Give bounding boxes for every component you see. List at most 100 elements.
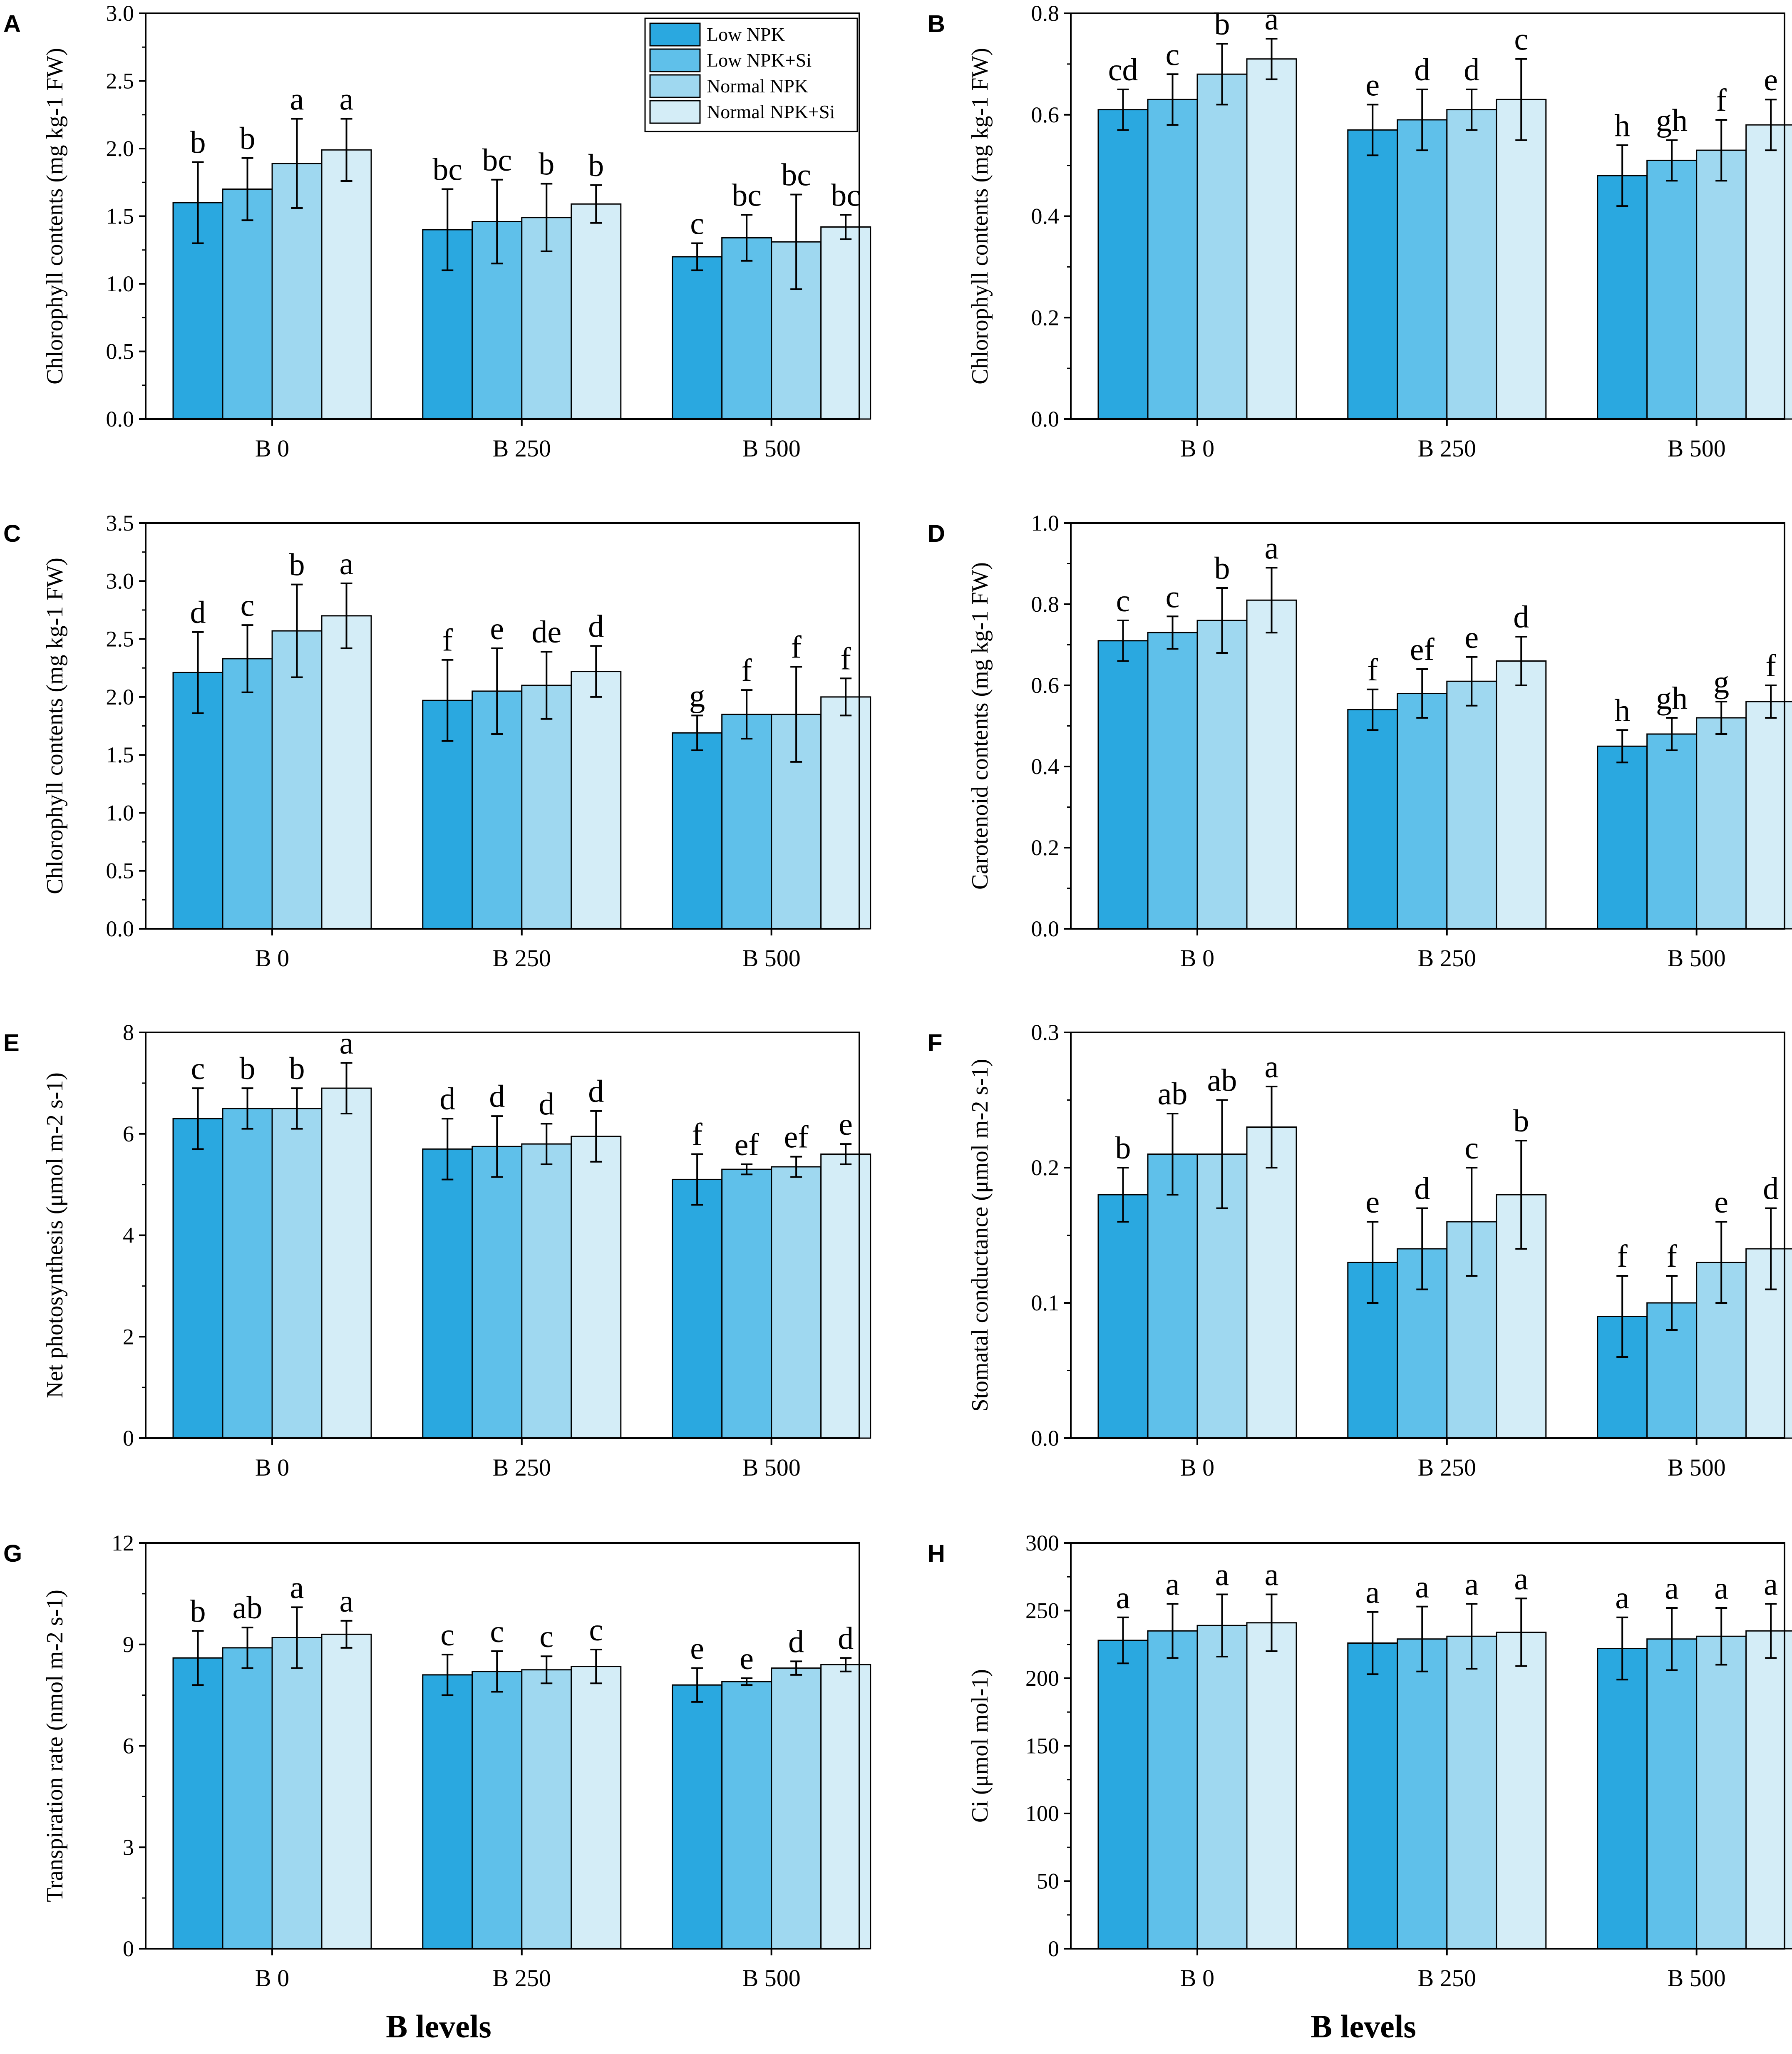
bar-normal-npk-si-b500 <box>820 226 871 420</box>
significance-letter: bc <box>781 158 811 193</box>
significance-letter: a <box>290 1570 304 1605</box>
significance-letter: b <box>289 548 305 583</box>
bar-normal-npk-b0 <box>1196 73 1248 420</box>
bar-normal-npk-si-b0 <box>321 1633 372 1950</box>
x-tick-label: B 500 <box>742 1965 801 1992</box>
bar-low-npk-si-b0 <box>222 1647 273 1950</box>
bar-normal-npk-b250 <box>1446 1635 1497 1950</box>
plot-frame <box>145 1542 860 1950</box>
significance-letter: c <box>589 1612 603 1647</box>
significance-letter: d <box>489 1079 505 1114</box>
x-tick-label: B 500 <box>1668 435 1726 462</box>
y-tick-label: 50 <box>1037 1869 1059 1894</box>
bar-low-npk-si-b0 <box>1147 1154 1198 1439</box>
panel-letter: F <box>928 1029 942 1057</box>
significance-letter: h <box>1614 693 1630 728</box>
bar-low-npk-si-b0 <box>222 1108 273 1439</box>
significance-letter: b <box>289 1051 305 1086</box>
x-tick-label: B 0 <box>1180 435 1214 462</box>
significance-letter: d <box>838 1621 854 1656</box>
panel-letter: A <box>3 10 21 37</box>
bar-normal-npk-si-b250 <box>571 671 622 930</box>
bar-low-npk-b250 <box>1347 129 1398 420</box>
x-tick-label: B 250 <box>493 435 551 462</box>
bar-low-npk-b500 <box>672 256 723 420</box>
legend-label: Low NPK <box>707 24 785 45</box>
x-tick-label: B 0 <box>255 1965 289 1992</box>
significance-letter: c <box>1166 579 1180 614</box>
bar-normal-npk-b0 <box>271 630 323 930</box>
y-tick-label: 3.0 <box>106 1 134 26</box>
bar-low-npk-b500 <box>1597 745 1648 930</box>
panel-letter: C <box>3 520 21 547</box>
y-tick-label: 0.4 <box>1031 204 1060 229</box>
panel-letter: D <box>928 520 945 547</box>
y-tick-label: 6 <box>123 1121 134 1146</box>
bar-low-npk-b0 <box>1097 109 1149 420</box>
significance-letter: a <box>1365 1575 1380 1610</box>
x-tick-label: B 0 <box>1180 1454 1214 1481</box>
bar-low-npk-b250 <box>1347 1642 1398 1950</box>
bar-normal-npk-b500 <box>1696 1635 1747 1950</box>
legend-swatch <box>649 100 701 124</box>
significance-letter: a <box>1415 1570 1429 1605</box>
y-tick-label: 1.5 <box>106 204 134 229</box>
x-tick-label: B 250 <box>493 1965 551 1992</box>
y-tick-label: 0.5 <box>106 858 134 883</box>
bar-normal-npk-si-b250 <box>1496 660 1547 930</box>
bar-low-npk-si-b250 <box>472 1671 523 1950</box>
bar-low-npk-si-b0 <box>1147 632 1198 930</box>
bar-normal-npk-b500 <box>771 1166 822 1439</box>
significance-letter: b <box>190 125 206 160</box>
significance-letter: a <box>1265 531 1279 566</box>
significance-letter: a <box>340 1026 354 1061</box>
y-tick-label: 1.5 <box>106 742 134 767</box>
significance-letter: f <box>791 630 802 665</box>
significance-letter: a <box>1166 1567 1180 1602</box>
bar-normal-npk-si-b500 <box>820 696 871 930</box>
y-tick-label: 0 <box>1048 1936 1059 1961</box>
significance-letter: c <box>1166 37 1180 72</box>
y-tick-label: 0.3 <box>1031 1020 1060 1045</box>
y-tick-label: 0.2 <box>1031 305 1060 330</box>
bar-normal-npk-si-b0 <box>321 1087 372 1439</box>
y-axis-title: Transpiration rate (nmol m-2 s-1) <box>42 1590 68 1902</box>
significance-letter: a <box>1615 1580 1629 1615</box>
legend-label: Low NPK+Si <box>707 50 812 71</box>
y-tick-label: 0.0 <box>1031 916 1060 941</box>
y-axis-title: Chlorophyll contents (mg kg-1 FW) <box>42 558 68 894</box>
panel-letter: B <box>928 10 945 37</box>
y-tick-label: 1.0 <box>106 800 134 825</box>
significance-letter: a <box>340 1584 354 1619</box>
significance-letter: e <box>690 1631 704 1666</box>
x-tick-label: B 500 <box>742 1454 801 1481</box>
bar-low-npk-b0 <box>172 672 223 930</box>
significance-letter: d <box>788 1624 804 1659</box>
significance-letter: e <box>1365 1185 1380 1220</box>
bar-low-npk-si-b500 <box>721 1681 772 1950</box>
y-tick-label: 0.2 <box>1031 1155 1060 1180</box>
bar-low-npk-b0 <box>1097 1640 1149 1950</box>
bar-low-npk-b500 <box>1597 1648 1648 1950</box>
bar-normal-npk-si-b0 <box>1246 1126 1297 1439</box>
y-axis-title: Chlorophyll contents (mg kg-1 FW) <box>967 48 993 385</box>
bar-low-npk-b500 <box>672 1684 723 1950</box>
significance-letter: ef <box>735 1127 759 1162</box>
y-tick-label: 2.5 <box>106 627 134 652</box>
y-axis-title: Carotenoid contents (mg kg-1 FW) <box>967 562 993 890</box>
significance-letter: e <box>740 1641 754 1676</box>
y-tick-label: 0.1 <box>1031 1290 1060 1315</box>
bar-normal-npk-b250 <box>521 1143 572 1439</box>
bar-low-npk-b0 <box>1097 640 1149 930</box>
y-tick-label: 100 <box>1025 1801 1059 1826</box>
y-tick-label: 0.0 <box>1031 407 1060 432</box>
significance-letter: a <box>1265 2 1279 37</box>
x-tick-label: B 500 <box>742 945 801 972</box>
significance-letter: a <box>1116 1580 1130 1615</box>
significance-letter: f <box>841 641 851 676</box>
bar-normal-npk-b0 <box>271 1108 323 1439</box>
significance-letter: ab <box>1158 1077 1188 1111</box>
